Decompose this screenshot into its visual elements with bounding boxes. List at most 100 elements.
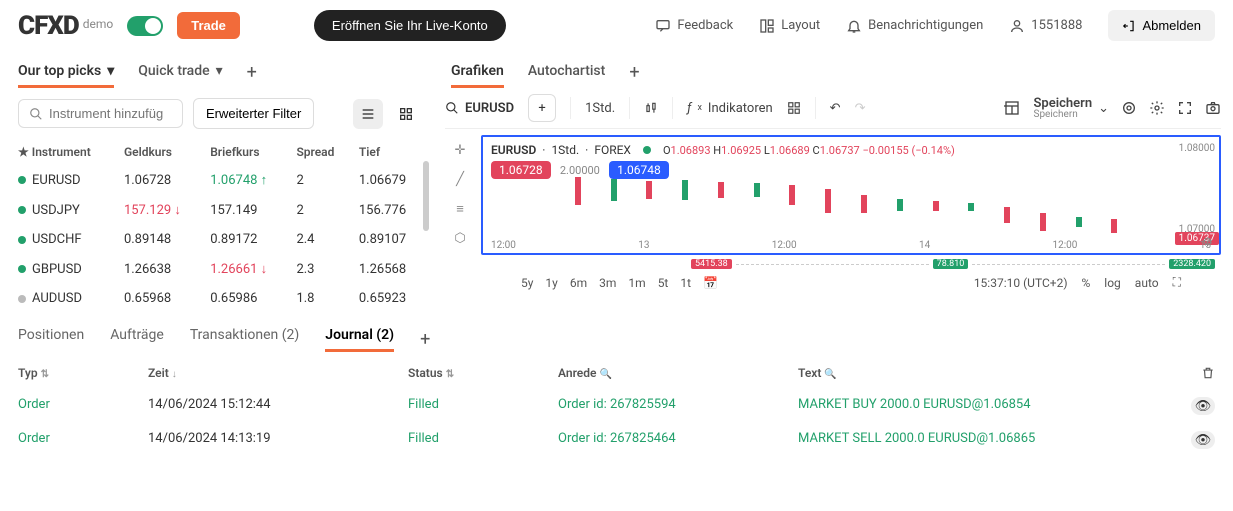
indicators-button[interactable]: ƒx Indikatoren <box>687 101 773 116</box>
logout-icon <box>1122 19 1136 33</box>
grid-view-button[interactable] <box>391 99 421 129</box>
table-row[interactable]: GBPUSD 1.26638 1.26661 2.31.26568 <box>12 254 427 284</box>
chart-settings-icon[interactable]: ⚙ <box>1202 235 1213 249</box>
demo-toggle[interactable] <box>127 16 163 36</box>
chart-canvas[interactable]: EURUSD · 1Std. · FOREX O1.06893 H1.06925… <box>481 135 1221 255</box>
col-anrede[interactable]: Anrede🔍 <box>558 366 798 383</box>
instrument-search[interactable] <box>18 99 183 128</box>
settings-button[interactable] <box>1149 100 1165 116</box>
tab-top-picks[interactable]: Our top picks▾ <box>18 57 114 88</box>
symbol-search[interactable]: EURUSD <box>445 101 514 116</box>
timeframe-3m[interactable]: 3m <box>599 276 616 290</box>
timeframe-5y[interactable]: 5y <box>521 276 533 290</box>
quick-search-button[interactable] <box>1121 100 1137 116</box>
tab-grafiken[interactable]: Grafiken <box>451 57 504 88</box>
chevron-down-icon: ⌄ <box>1098 101 1109 116</box>
table-row[interactable]: USDCHF 0.89148 0.89172 2.40.89107 <box>12 225 427 254</box>
col-typ[interactable]: Typ⇅ <box>18 366 148 383</box>
account-link[interactable]: 1551888 <box>1009 18 1082 34</box>
col-status[interactable]: Status⇅ <box>408 366 558 383</box>
list-view-button[interactable] <box>353 99 383 129</box>
timeframe-row: 5y1y6m3m1m5t1t 📅 15:37:10 (UTC+2) % log … <box>481 269 1221 296</box>
auto-toggle[interactable]: auto <box>1135 276 1159 290</box>
template-icon <box>1004 100 1020 116</box>
col-spread[interactable]: Spread <box>290 139 352 165</box>
trendline-tool[interactable]: ╱ <box>456 172 464 187</box>
timeframe-5t[interactable]: 5t <box>658 276 669 290</box>
tab-journal[interactable]: Journal (2) <box>325 327 394 352</box>
maximize-icon[interactable]: ⛶ <box>1173 275 1181 290</box>
table-row[interactable]: EURUSD 1.06728 1.06748 21.06679 <box>12 165 427 195</box>
col-low[interactable]: Tief <box>353 139 427 165</box>
chart-toolbar: EURUSD + 1Std. ƒx Indikatoren ↶ ↷ Speich… <box>445 88 1221 129</box>
col-text[interactable]: Text🔍 <box>798 366 1125 383</box>
grid-icon <box>398 106 414 122</box>
layout-link[interactable]: Layout <box>759 18 820 34</box>
col-actions[interactable] <box>1125 366 1215 383</box>
user-icon <box>1009 18 1025 34</box>
add-chart-tab-button[interactable]: + <box>629 62 639 83</box>
search-icon <box>445 101 459 115</box>
col-bid[interactable]: Geldkurs <box>118 139 204 165</box>
log-toggle[interactable]: log <box>1104 276 1121 290</box>
tab-quick-trade[interactable]: Quick trade▾ <box>138 57 222 88</box>
col-ask[interactable]: Briefkurs <box>204 139 290 165</box>
layout-icon <box>759 18 775 34</box>
notifications-link[interactable]: Benachrichtigungen <box>846 18 983 34</box>
undo-button[interactable]: ↶ <box>830 101 841 116</box>
app-header: CFXDdemo Trade Eröffnen Sie Ihr Live-Kon… <box>0 0 1233 51</box>
table-row[interactable]: AUDUSD 0.65968 0.65986 1.80.65923 <box>12 284 427 313</box>
timeframe-1y[interactable]: 1y <box>545 276 557 290</box>
layout-grid-button[interactable] <box>787 101 801 115</box>
tab-transactions[interactable]: Transaktionen (2) <box>190 327 299 352</box>
shapes-tool[interactable]: ⬡ <box>454 231 465 246</box>
percent-toggle[interactable]: % <box>1082 276 1091 290</box>
view-row-button[interactable]: 👁 <box>1191 431 1215 449</box>
target-icon <box>1121 100 1137 116</box>
journal-table: Typ⇅ Zeit↓ Status⇅ Anrede🔍 Text🔍 Order 1… <box>0 360 1233 457</box>
candle-type-button[interactable] <box>644 101 658 115</box>
advanced-filter-button[interactable]: Erweiterter Filter <box>193 98 314 129</box>
fullscreen-icon <box>1177 100 1193 116</box>
journal-row[interactable]: Order 14/06/2024 15:12:44 Filled Order i… <box>18 389 1215 423</box>
trade-button[interactable]: Trade <box>177 12 240 39</box>
x-axis: 12:001312:001412:0015 <box>491 240 1211 251</box>
grid-icon <box>787 101 801 115</box>
timeframe-6m[interactable]: 6m <box>570 276 587 290</box>
scrollbar[interactable] <box>423 161 429 231</box>
crosshair-tool[interactable]: ✛ <box>455 143 466 158</box>
template-button[interactable] <box>1004 100 1020 116</box>
col-instrument[interactable]: ★ Instrument <box>12 139 118 165</box>
ohlc-display: O1.06893 H1.06925 L1.06689 C1.06737 −0.0… <box>663 144 955 157</box>
redo-button[interactable]: ↷ <box>855 101 866 116</box>
timeframe-1t[interactable]: 1t <box>680 276 691 290</box>
screenshot-button[interactable] <box>1205 100 1221 116</box>
logout-button[interactable]: Abmelden <box>1108 10 1215 41</box>
journal-row[interactable]: Order 14/06/2024 14:13:19 Filled Order i… <box>18 423 1215 457</box>
timeframe-1m[interactable]: 1m <box>628 276 645 290</box>
feedback-link[interactable]: Feedback <box>655 18 733 34</box>
col-zeit[interactable]: Zeit↓ <box>148 366 408 383</box>
goto-date-button[interactable]: 📅 <box>703 276 718 290</box>
add-button[interactable]: + <box>528 94 556 122</box>
clock-label: 15:37:10 (UTC+2) <box>974 276 1068 290</box>
bid-chip: 1.06728 <box>491 161 551 179</box>
chart-symbol: EURUSD <box>491 143 536 157</box>
tab-positions[interactable]: Positionen <box>18 327 84 352</box>
interval-selector[interactable]: 1Std. <box>585 101 615 116</box>
lines-tool[interactable]: ≡ <box>456 201 464 217</box>
fullscreen-button[interactable] <box>1177 100 1193 116</box>
trash-icon <box>1201 366 1215 380</box>
add-bottom-tab[interactable]: + <box>420 329 430 350</box>
tab-autochartist[interactable]: Autochartist <box>528 57 605 88</box>
list-icon <box>360 106 376 122</box>
tab-orders[interactable]: Aufträge <box>110 327 164 352</box>
drawing-tools: ✛ ╱ ≡ ⬡ <box>445 135 475 296</box>
add-tab-button[interactable]: + <box>247 62 257 83</box>
view-row-button[interactable]: 👁 <box>1191 397 1215 415</box>
save-button[interactable]: SpeichernSpeichern ⌄ <box>1032 97 1110 120</box>
instrument-search-input[interactable] <box>49 106 169 121</box>
watchlist-panel: Our top picks▾ Quick trade▾ + Erweiterte… <box>12 51 427 313</box>
table-row[interactable]: USDJPY 157.129 157.149 2156.776 <box>12 195 427 225</box>
open-live-account-button[interactable]: Eröffnen Sie Ihr Live-Konto <box>314 10 506 41</box>
